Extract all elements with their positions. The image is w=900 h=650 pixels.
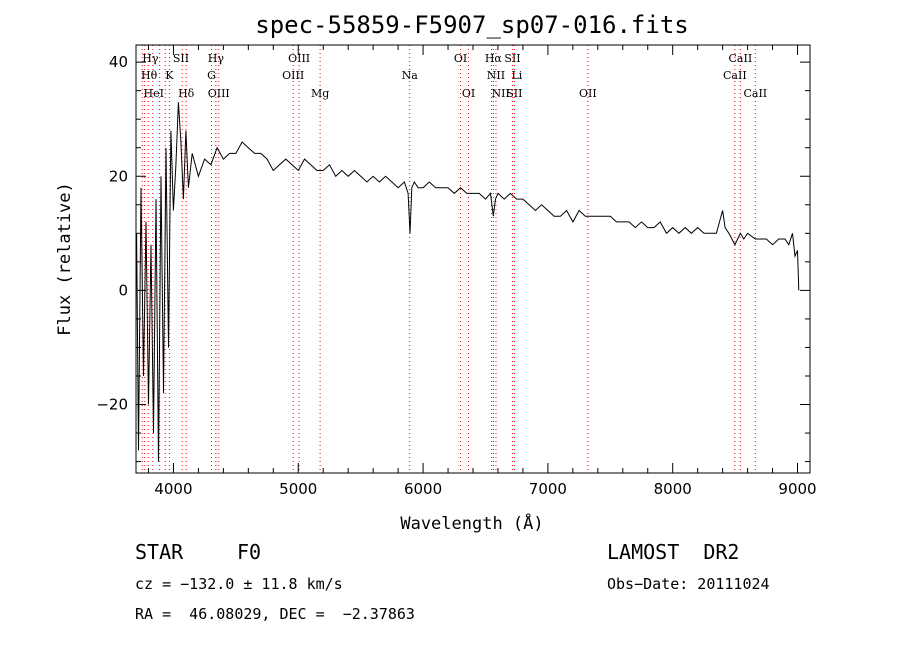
x-tick-label: 5000 xyxy=(279,480,317,498)
x-axis-label: Wavelength (Å) xyxy=(400,512,543,534)
spectral-line-label: Hδ xyxy=(178,87,195,100)
y-tick-label: −20 xyxy=(96,396,128,414)
spectral-line-label: Li xyxy=(511,69,522,82)
x-tick-label: 8000 xyxy=(654,480,692,498)
sky-coordinates: RA = 46.08029, DEC = −2.37863 xyxy=(135,605,415,623)
spectral-line-label: OIII xyxy=(208,87,230,100)
observation-date: Obs−Date: 20111024 xyxy=(607,575,770,593)
spectral-line-label: SII xyxy=(506,87,522,100)
spectral-line-label: CaII xyxy=(729,52,753,65)
survey-name: LAMOST DR2 xyxy=(607,540,740,564)
spectral-line-label: SII xyxy=(504,52,520,65)
spectral-line-label: HeI xyxy=(143,87,163,100)
x-tick-label: 7000 xyxy=(529,480,567,498)
spectral-line-label: Na xyxy=(402,69,419,82)
spectral-line-label: K xyxy=(165,69,174,82)
spectral-line-label: G xyxy=(207,69,216,82)
spectral-line-label: CaII xyxy=(723,69,747,82)
spectral-line-label: SII xyxy=(173,52,189,65)
spectral-line-label: OI xyxy=(462,87,475,100)
plot-area: 4000 5000 6000 7000 8000 9000 −20 0 20 40 Hγ Hθ KHeI… xyxy=(96,44,817,498)
x-tick-label: 9000 xyxy=(778,480,816,498)
spectral-subclass: F0 xyxy=(237,540,262,564)
y-axis-label: Flux (relative) xyxy=(55,182,75,336)
spectral-line-label: OIII xyxy=(282,69,304,82)
plot-frame xyxy=(135,44,811,474)
spectral-line-label: OII xyxy=(579,87,597,100)
spectral-line-label: Mg xyxy=(311,87,329,100)
spectral-line-label: NII xyxy=(491,87,509,100)
spectral-line-label: Hα xyxy=(485,52,503,65)
object-type: STAR xyxy=(135,540,184,564)
y-tick-label: 20 xyxy=(109,167,128,185)
chart-title: spec-55859-F5907_sp07-016.fits xyxy=(255,11,688,39)
spectral-line-label: OIII xyxy=(288,52,310,65)
spectral-line-label: Hγ xyxy=(142,52,159,65)
x-tick-label: 6000 xyxy=(404,480,442,498)
x-tick-label: 4000 xyxy=(154,480,192,498)
y-tick-label: 40 xyxy=(109,53,128,71)
spectral-line-label: NII xyxy=(487,69,505,82)
spectrum-line xyxy=(136,102,800,462)
spectral-line-label: OI xyxy=(454,52,467,65)
spectral-line-label: Hγ xyxy=(208,52,225,65)
y-tick-label: 0 xyxy=(118,281,128,299)
redshift-cz: cz = −132.0 ± 11.8 km/s xyxy=(135,575,343,593)
spectral-line-label: Hθ xyxy=(141,69,158,82)
spectral-line-label: CaII xyxy=(743,87,767,100)
